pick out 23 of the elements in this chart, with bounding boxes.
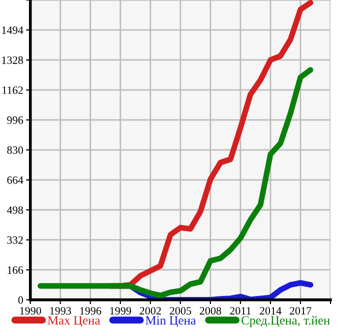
x-tick-label: 1996 (80, 307, 102, 315)
x-tick-label: 1990 (20, 307, 42, 315)
x-tick-label: 2011 (230, 307, 251, 315)
x-tick-label: 1993 (50, 307, 72, 315)
legend-label: Сред.Цена, т.йен (242, 316, 330, 328)
y-tick-label: 1162 (2, 86, 23, 94)
y-tick-label: 498 (6, 206, 23, 214)
y-tick-label: 0 (18, 296, 23, 304)
x-tick-label: 2002 (140, 307, 161, 315)
x-tick-label: 1999 (110, 307, 132, 315)
y-tick-label: 1494 (2, 26, 24, 34)
legend-label: Max Цена (48, 316, 100, 328)
y-tick-label: 332 (7, 236, 23, 244)
y-tick-label: 664 (7, 176, 24, 184)
x-tick-label: 2008 (200, 307, 222, 315)
y-tick-label: 1328 (2, 56, 23, 64)
x-tick-label: 2017 (290, 307, 312, 315)
y-tick-label: 830 (7, 146, 23, 154)
y-tick-label: 166 (8, 266, 24, 274)
y-tick-label: 996 (7, 116, 24, 124)
x-tick-label: 2014 (260, 307, 282, 315)
x-tick-label: 2005 (170, 307, 192, 315)
legend-label: Min Цена (146, 316, 196, 328)
